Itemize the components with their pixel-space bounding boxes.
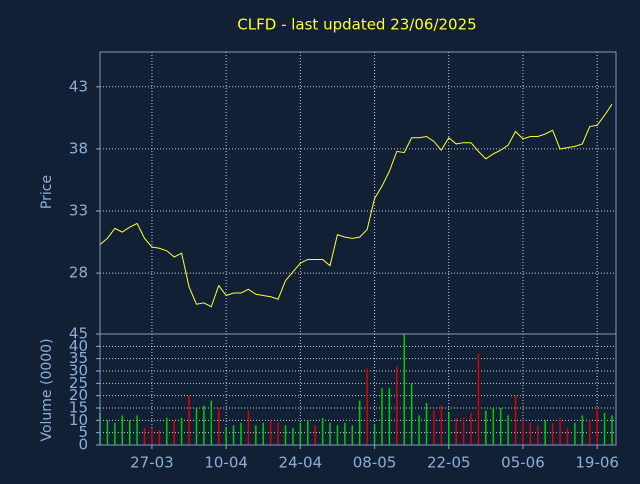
volume-bar: [277, 422, 279, 445]
volume-bar: [596, 408, 598, 445]
volume-bar: [381, 388, 383, 445]
volume-bar: [344, 422, 346, 445]
y-tick-label: 33: [69, 202, 88, 220]
volume-bar: [136, 415, 138, 445]
volume-bar: [433, 410, 435, 445]
y-tick-label: 43: [69, 77, 88, 95]
x-tick-label: 05-06: [501, 454, 545, 472]
volume-bar: [574, 422, 576, 445]
y-tick-label: 15: [69, 399, 88, 417]
volume-bar: [217, 408, 220, 445]
volume-bar: [173, 420, 175, 445]
volume-bar: [247, 410, 250, 445]
volume-bar: [292, 427, 294, 445]
volume-bar: [166, 417, 168, 445]
volume-bar: [232, 425, 235, 445]
volume-bar: [499, 408, 502, 445]
price-line: [99, 103, 613, 308]
volume-bar: [225, 427, 227, 445]
volume-axis-label: Volume (0000): [39, 338, 55, 441]
volume-bar: [559, 417, 561, 445]
volume-bar: [529, 422, 532, 445]
volume-bar: [158, 430, 161, 445]
volume-bar: [188, 395, 190, 445]
y-tick-label: 35: [69, 349, 88, 367]
volume-bar: [307, 420, 309, 445]
volume-bar: [566, 427, 569, 445]
volume-bar: [514, 395, 517, 445]
volume-bar: [462, 417, 465, 445]
volume-bar: [366, 368, 368, 445]
volume-bar: [544, 420, 546, 445]
volume-bar: [396, 366, 398, 445]
panel-frame: [99, 51, 617, 335]
volume-bar: [611, 415, 613, 445]
x-tick-label: 08-05: [353, 454, 397, 472]
volume-bar: [180, 417, 183, 445]
volume-bar: [470, 412, 472, 445]
volume-bar: [128, 420, 131, 445]
volume-bar: [581, 415, 584, 445]
volume-bar: [403, 334, 405, 445]
volume-bar: [455, 417, 457, 445]
volume-bar: [284, 425, 287, 445]
volume-bar: [351, 425, 354, 445]
volume-bar: [410, 383, 413, 445]
volume-bar: [106, 420, 109, 445]
volume-bar: [114, 422, 116, 445]
y-tick-label: 28: [69, 264, 88, 282]
y-tick-label: 20: [69, 386, 88, 404]
volume-bar: [255, 425, 257, 445]
y-tick-label: 38: [69, 139, 88, 157]
volume-bar: [448, 412, 450, 445]
chart-title: CLFD - last updated 23/06/2025: [237, 16, 476, 34]
volume-bar: [262, 422, 264, 445]
volume-bar: [507, 415, 509, 445]
y-tick-label: 10: [69, 411, 88, 429]
volume-bar: [522, 420, 524, 445]
volume-bar: [151, 427, 153, 445]
volume-bar: [440, 405, 443, 445]
volume-bar: [418, 415, 420, 445]
y-tick-label: 0: [78, 436, 88, 454]
volume-bar: [477, 353, 480, 445]
volume-bar: [299, 422, 302, 445]
volume-bar: [269, 420, 272, 445]
volume-bar: [203, 405, 205, 445]
y-tick-label: 45: [69, 325, 88, 343]
price-axis-label: Price: [39, 175, 55, 209]
volume-bar: [388, 388, 391, 445]
volume-bar: [336, 425, 339, 445]
volume-bar: [492, 408, 495, 445]
volume-bar: [121, 415, 124, 445]
volume-bar: [210, 400, 213, 445]
volume-bar: [603, 412, 606, 445]
x-tick-label: 10-04: [204, 454, 248, 472]
volume-bar: [373, 425, 376, 445]
y-tick-label: 40: [69, 337, 88, 355]
volume-bar: [329, 422, 331, 445]
x-tick-label: 24-04: [279, 454, 323, 472]
y-tick-label: 25: [69, 374, 88, 392]
y-tick-label: 30: [69, 362, 88, 380]
x-tick-label: 19-06: [575, 454, 619, 472]
panel-frame: [99, 333, 617, 446]
volume-bar: [321, 417, 324, 445]
x-tick-label: 22-05: [427, 454, 471, 472]
volume-bar: [588, 420, 591, 445]
volume-bar: [195, 408, 198, 445]
volume-bar: [425, 403, 428, 445]
x-tick-label: 27-03: [130, 454, 174, 472]
volume-bar: [485, 410, 487, 445]
volume-bar: [143, 427, 146, 445]
volume-bar: [537, 425, 539, 445]
volume-bar: [240, 422, 242, 445]
volume-bar: [314, 425, 316, 445]
volume-bar: [551, 422, 554, 445]
y-tick-label: 5: [78, 423, 88, 441]
volume-bar: [358, 400, 361, 445]
